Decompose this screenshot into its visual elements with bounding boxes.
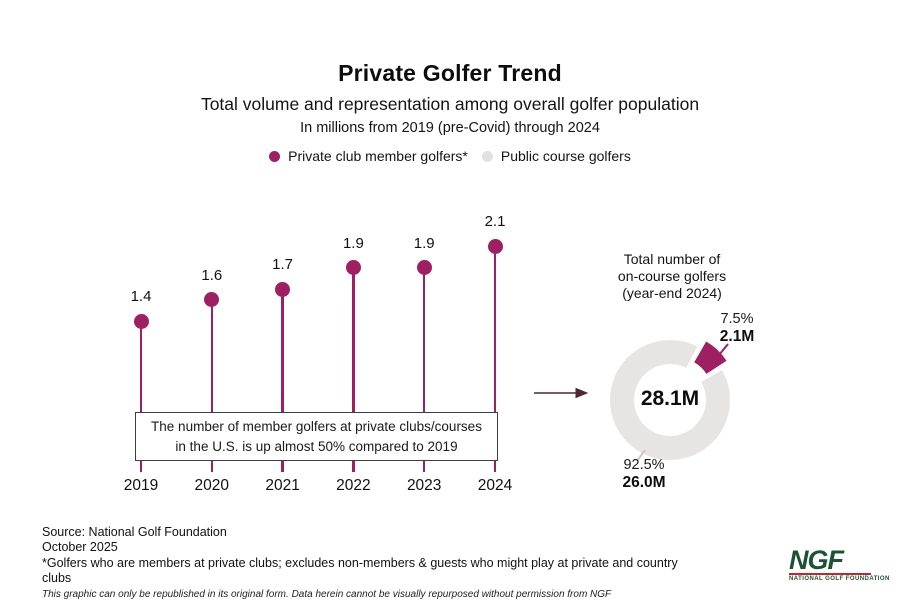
- page-title: Private Golfer Trend: [338, 60, 562, 86]
- lollipop-stem: [493, 246, 497, 472]
- legend: Private club member golfers* Public cour…: [0, 148, 900, 164]
- year-label: 2023: [406, 477, 442, 494]
- year-label: 2020: [194, 477, 230, 494]
- value-label: 1.9: [342, 234, 364, 252]
- source-text: Source: National Golf Foundation: [42, 525, 227, 539]
- slice-label-public: 92.5% 26.0M: [608, 457, 680, 492]
- donut-title-line3: (year-end 2024): [622, 285, 722, 301]
- lollipop-dot: [416, 260, 432, 276]
- slice-public-pct: 92.5%: [623, 457, 665, 473]
- legend-dot-private-icon: [269, 150, 281, 162]
- lollipop-dot: [345, 260, 361, 276]
- legend-label-public: Public course golfers: [500, 148, 631, 164]
- footer: Source: National Golf Foundation October…: [42, 525, 682, 601]
- legend-item-private: Private club member golfers*: [269, 148, 468, 164]
- value-label: 2.1: [484, 213, 506, 230]
- slice-public-value: 26.0M: [622, 474, 666, 491]
- year-label: 2024: [477, 477, 513, 494]
- ngf-logo-rule: [789, 573, 871, 575]
- donut-segment-public: [610, 340, 730, 460]
- donut-center-label: 28.1M: [640, 387, 700, 410]
- donut-title-line1: Total number of: [623, 251, 721, 267]
- value-label: 1.9: [413, 234, 435, 252]
- lollipop-stem: [281, 289, 284, 472]
- lollipop-dot: [133, 313, 149, 329]
- legend-label-private: Private club member golfers*: [288, 148, 468, 164]
- ngf-logo: NGF NATIONAL GOLF FOUNDATION: [789, 545, 890, 582]
- slice-label-private: 7.5% 2.1M: [707, 311, 767, 346]
- donut-title-line2: on-course golfers: [617, 268, 727, 284]
- lollipop-dot: [275, 281, 291, 297]
- donut-segment-private: [693, 341, 727, 375]
- legal-text: This graphic can only be republished in …: [42, 589, 612, 600]
- date-text: October 2025: [42, 540, 118, 554]
- slice-private-value: 2.1M: [719, 328, 755, 345]
- page-subtitle: Total volume and representation among ov…: [200, 94, 700, 114]
- year-label: 2021: [265, 477, 300, 494]
- right-arrow-icon: [534, 387, 589, 399]
- leader-line-private: [718, 343, 729, 356]
- lollipop-dot: [204, 292, 220, 308]
- donut-title: Total number of on-course golfers (year-…: [587, 251, 757, 302]
- value-label: 1.7: [272, 256, 294, 274]
- page-subnote: In millions from 2019 (pre-Covid) throug…: [300, 120, 600, 136]
- value-label: 1.4: [130, 288, 152, 306]
- ngf-logo-text: NGF: [789, 545, 844, 575]
- donut-chart: [610, 340, 730, 462]
- footnote-text: *Golfers who are members at private club…: [42, 556, 678, 585]
- lollipop-stem: [352, 267, 355, 472]
- header: Private Golfer Trend Total volume and re…: [0, 60, 900, 136]
- lollipop-dot: [487, 238, 503, 254]
- legend-dot-public-icon: [481, 150, 493, 162]
- legend-item-public: Public course golfers: [481, 148, 631, 164]
- leader-line-public: [636, 449, 646, 462]
- year-label: 2019: [123, 477, 159, 494]
- lollipop-stem: [422, 267, 426, 472]
- annotation-box: The number of member golfers at private …: [135, 412, 498, 462]
- slice-private-pct: 7.5%: [720, 311, 754, 327]
- year-label: 2022: [336, 477, 371, 494]
- lollipop-stem: [139, 321, 143, 472]
- lollipop-stem: [210, 299, 214, 472]
- ngf-logo-tagline: NATIONAL GOLF FOUNDATION: [789, 576, 890, 582]
- value-label: 1.6: [201, 266, 223, 284]
